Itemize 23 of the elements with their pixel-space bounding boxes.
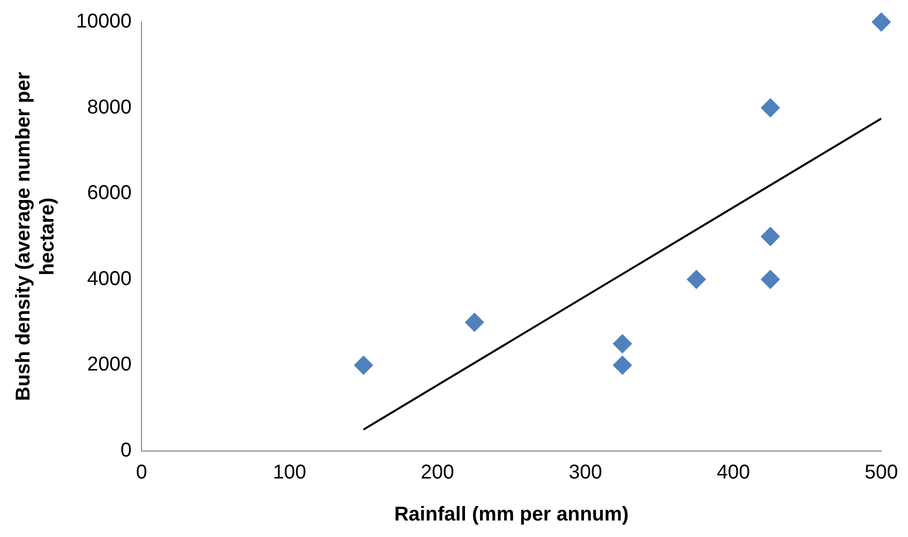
y-tick-label: 4000 — [87, 268, 132, 290]
x-tick-label: 300 — [568, 462, 602, 484]
x-axis-title: Rainfall (mm per annum) — [394, 504, 629, 526]
point — [686, 270, 706, 289]
y-tick-label: 10000 — [76, 10, 132, 33]
point — [760, 270, 780, 289]
point — [872, 12, 891, 32]
y-tick-label: 6000 — [87, 182, 132, 204]
y-tick-label: 8000 — [87, 96, 132, 118]
point — [354, 356, 374, 375]
y-tick-label: 0 — [120, 440, 132, 462]
x-tick-label: 200 — [420, 462, 454, 484]
point — [464, 312, 484, 332]
point — [760, 98, 780, 118]
x-tick-label: 100 — [272, 462, 306, 484]
x-tick-label: 0 — [136, 462, 148, 484]
point — [612, 334, 632, 354]
y-axis-title: Bush density (average number per hectare) — [12, 72, 59, 401]
x-tick-label: 400 — [716, 462, 750, 484]
y-tick-label: 2000 — [87, 354, 132, 376]
point — [760, 227, 780, 246]
point — [612, 356, 632, 375]
x-tick-label: 500 — [864, 462, 898, 484]
